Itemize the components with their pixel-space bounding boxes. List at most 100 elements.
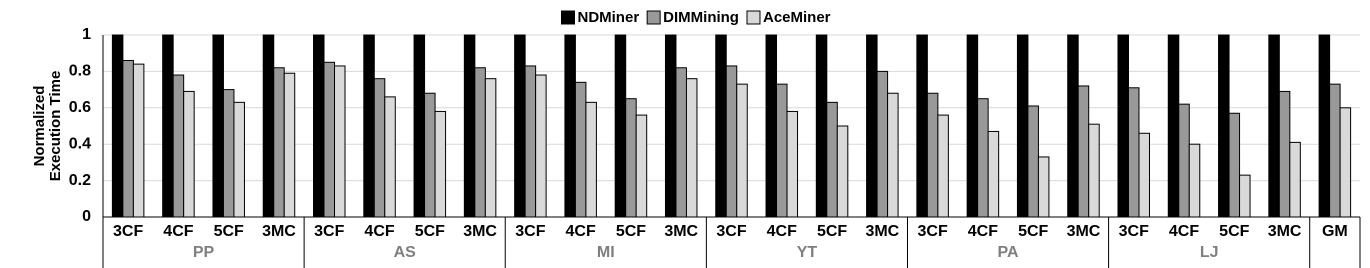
bar bbox=[1278, 90, 1291, 218]
bar bbox=[1067, 34, 1079, 218]
bar bbox=[876, 70, 889, 218]
legend-swatch bbox=[746, 10, 761, 25]
group-label: PP bbox=[193, 244, 215, 261]
bar bbox=[786, 110, 799, 218]
y-tick-label: 0.8 bbox=[69, 63, 91, 80]
bar bbox=[614, 34, 627, 218]
bar bbox=[685, 78, 698, 218]
x-tick-label: 3MC bbox=[664, 223, 698, 240]
group-label: YT bbox=[797, 244, 818, 261]
bar bbox=[463, 34, 476, 218]
bar bbox=[424, 92, 436, 218]
bar bbox=[524, 65, 537, 218]
y-tick-label: 0.6 bbox=[69, 99, 91, 116]
bar bbox=[1027, 105, 1039, 218]
bar bbox=[926, 92, 939, 218]
bar bbox=[514, 34, 526, 218]
bar bbox=[675, 67, 687, 218]
x-tick-label: 3MC bbox=[262, 223, 296, 240]
bar bbox=[172, 74, 185, 218]
x-tick-label: 5CF bbox=[1219, 223, 1249, 240]
bar bbox=[434, 110, 447, 218]
x-tick-label: 3CF bbox=[314, 223, 344, 240]
bar bbox=[334, 65, 346, 218]
legend-label: DIMMining bbox=[663, 9, 739, 26]
bar bbox=[1037, 156, 1050, 218]
bar bbox=[535, 74, 547, 218]
bar bbox=[1339, 107, 1352, 218]
bar bbox=[866, 34, 878, 218]
bar bbox=[212, 34, 224, 218]
bar bbox=[585, 101, 597, 218]
group-label: MI bbox=[597, 244, 615, 261]
x-tick-label: 4CF bbox=[968, 223, 998, 240]
bar bbox=[162, 34, 174, 218]
legend-swatch bbox=[560, 10, 575, 25]
bar bbox=[323, 61, 336, 218]
group-label: LJ bbox=[1200, 244, 1219, 261]
bar bbox=[776, 83, 788, 218]
x-tick-label: 5CF bbox=[616, 223, 646, 240]
y-tick-label: 0.2 bbox=[69, 172, 91, 189]
bar bbox=[625, 98, 637, 218]
bar bbox=[1239, 174, 1251, 218]
bar bbox=[283, 72, 296, 218]
x-tick-label: 4CF bbox=[163, 223, 193, 240]
bar bbox=[966, 34, 979, 218]
x-tick-label: 4CF bbox=[1169, 223, 1199, 240]
bar bbox=[1016, 34, 1029, 218]
bar bbox=[313, 34, 325, 218]
bar bbox=[474, 67, 486, 218]
bar bbox=[1178, 103, 1190, 218]
bar bbox=[564, 34, 576, 218]
bar bbox=[836, 125, 849, 218]
y-axis-title: NormalizedExecution Time bbox=[31, 71, 64, 182]
y-tick-label: 1 bbox=[82, 26, 91, 43]
bar bbox=[765, 34, 778, 218]
bar bbox=[574, 81, 587, 218]
x-tick-label: GM bbox=[1322, 223, 1348, 240]
bar bbox=[1228, 112, 1241, 218]
bar bbox=[273, 67, 285, 218]
bar bbox=[736, 83, 748, 218]
x-tick-label: 5CF bbox=[214, 223, 244, 240]
x-tick-label: 5CF bbox=[1018, 223, 1048, 240]
x-tick-label: 3MC bbox=[1067, 223, 1101, 240]
y-tick-label: 0.4 bbox=[69, 135, 91, 152]
x-tick-label: 3MC bbox=[463, 223, 497, 240]
bar bbox=[233, 101, 245, 218]
x-tick-label: 3CF bbox=[1119, 223, 1149, 240]
bar bbox=[373, 78, 386, 218]
bar bbox=[987, 130, 1000, 218]
bar bbox=[826, 101, 838, 218]
x-tick-label: 3CF bbox=[113, 223, 143, 240]
bar bbox=[132, 63, 145, 218]
legend-label: AceMiner bbox=[763, 9, 831, 26]
bar bbox=[384, 96, 396, 218]
x-tick-label: 4CF bbox=[566, 223, 596, 240]
bar bbox=[815, 34, 828, 218]
x-tick-label: 3CF bbox=[716, 223, 746, 240]
bar bbox=[1318, 34, 1331, 218]
group-label: PA bbox=[998, 244, 1019, 261]
x-tick-label: 4CF bbox=[364, 223, 394, 240]
bar bbox=[1329, 83, 1341, 218]
bar bbox=[1088, 123, 1100, 218]
bar bbox=[1188, 143, 1201, 218]
bar bbox=[413, 34, 426, 218]
bar bbox=[484, 78, 497, 218]
x-tick-label: 5CF bbox=[817, 223, 847, 240]
bar bbox=[715, 34, 727, 218]
bar bbox=[887, 92, 899, 218]
legend-label: NDMiner bbox=[577, 9, 639, 26]
bar bbox=[111, 34, 124, 218]
bar bbox=[1167, 34, 1180, 218]
bar bbox=[122, 59, 134, 218]
bar bbox=[262, 34, 275, 218]
bar bbox=[916, 34, 928, 218]
x-tick-label: 3MC bbox=[865, 223, 899, 240]
group-label: AS bbox=[394, 244, 417, 261]
bar bbox=[183, 90, 195, 218]
legend-swatch bbox=[646, 10, 661, 25]
x-tick-label: 4CF bbox=[767, 223, 797, 240]
